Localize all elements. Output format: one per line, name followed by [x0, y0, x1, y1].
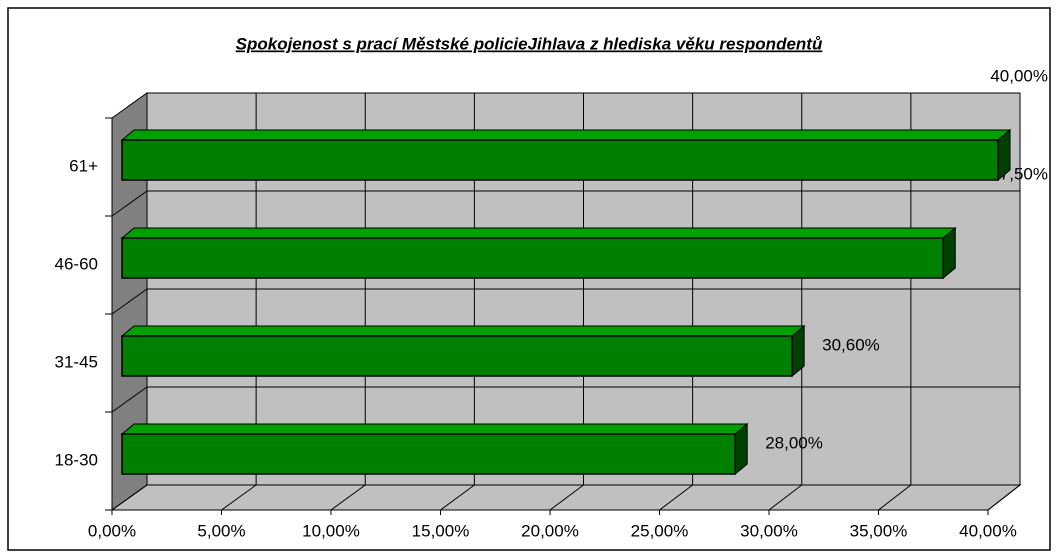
- x-tick-label: 0,00%: [88, 521, 136, 540]
- floor-line: [549, 484, 584, 511]
- floor-line: [659, 484, 693, 511]
- bar: [121, 335, 793, 377]
- bar: [121, 433, 736, 475]
- bar: [121, 139, 999, 181]
- floor-line: [111, 484, 148, 511]
- bar-top: [120, 325, 806, 337]
- y-tick-label: 18-30: [55, 450, 98, 469]
- wall-line: [111, 386, 148, 413]
- bar-top: [120, 423, 749, 435]
- floor-line: [330, 484, 366, 511]
- floor-line: [440, 484, 475, 511]
- bar-top: [120, 129, 1012, 141]
- wall-line: [111, 288, 148, 315]
- value-label: 40,00%: [990, 66, 1048, 85]
- chart-title: Spokojenost s prací Městské policieJihla…: [236, 34, 823, 53]
- x-tick-label: 35,00%: [850, 521, 908, 540]
- floor-line: [221, 484, 257, 511]
- floor-line: [878, 484, 912, 511]
- value-label: 30,60%: [822, 335, 880, 354]
- bar: [121, 237, 944, 279]
- x-tick-label: 10,00%: [302, 521, 360, 540]
- x-tick-label: 5,00%: [197, 521, 245, 540]
- x-tick-label: 20,00%: [521, 521, 579, 540]
- y-tick-label: 46-60: [55, 254, 98, 273]
- bar-top: [120, 227, 957, 239]
- floor-line: [768, 484, 803, 511]
- x-tick-label: 30,00%: [740, 521, 798, 540]
- wall-line: [111, 190, 148, 217]
- x-tick-label: 15,00%: [412, 521, 470, 540]
- floor-line: [987, 484, 1021, 511]
- y-tick-label: 31-45: [55, 352, 98, 371]
- x-tick-label: 25,00%: [631, 521, 689, 540]
- value-label: 28,00%: [765, 433, 823, 452]
- y-tick-label: 61+: [69, 156, 98, 175]
- x-tick-label: 40,00%: [959, 521, 1017, 540]
